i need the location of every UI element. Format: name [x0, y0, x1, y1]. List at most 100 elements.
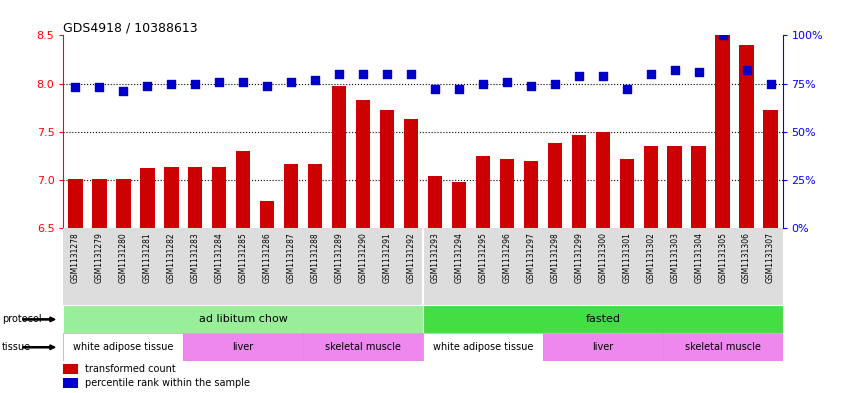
Bar: [667, 146, 682, 228]
Bar: [423, 333, 543, 361]
Text: GSM1131291: GSM1131291: [382, 232, 392, 283]
Point: [404, 71, 418, 77]
Bar: [691, 146, 706, 228]
Text: GSM1131289: GSM1131289: [335, 232, 343, 283]
Bar: [164, 167, 179, 228]
Text: GSM1131290: GSM1131290: [359, 232, 367, 283]
Bar: [308, 163, 322, 228]
Point: [716, 32, 729, 39]
Bar: [188, 167, 202, 228]
Bar: [452, 182, 466, 228]
Text: GSM1131303: GSM1131303: [670, 232, 679, 283]
Text: GSM1131278: GSM1131278: [71, 232, 80, 283]
Point: [548, 81, 562, 87]
Point: [69, 84, 82, 91]
Point: [92, 84, 106, 91]
Bar: [303, 333, 423, 361]
Point: [308, 77, 321, 83]
Bar: [332, 86, 346, 228]
Text: GSM1131307: GSM1131307: [766, 232, 775, 283]
Text: GSM1131284: GSM1131284: [215, 232, 223, 283]
Text: GSM1131283: GSM1131283: [191, 232, 200, 283]
Text: protocol: protocol: [2, 314, 41, 324]
Text: GSM1131293: GSM1131293: [431, 232, 439, 283]
Text: GSM1131298: GSM1131298: [551, 232, 559, 283]
Bar: [763, 110, 777, 228]
Bar: [619, 159, 634, 228]
Bar: [63, 378, 78, 387]
Text: GSM1131292: GSM1131292: [407, 232, 415, 283]
Bar: [475, 156, 490, 228]
Bar: [140, 169, 155, 228]
Point: [644, 71, 657, 77]
Bar: [116, 179, 130, 228]
Point: [525, 83, 538, 89]
Point: [332, 71, 346, 77]
Text: GSM1131286: GSM1131286: [263, 232, 272, 283]
Point: [500, 79, 514, 85]
Point: [236, 79, 250, 85]
Text: GSM1131287: GSM1131287: [287, 232, 295, 283]
Bar: [739, 45, 754, 228]
Point: [476, 81, 490, 87]
Text: GSM1131304: GSM1131304: [695, 232, 703, 283]
Text: liver: liver: [233, 342, 254, 352]
Bar: [380, 110, 394, 228]
Bar: [92, 179, 107, 228]
Point: [117, 88, 130, 94]
Text: skeletal muscle: skeletal muscle: [325, 342, 401, 352]
Point: [668, 67, 682, 73]
Bar: [596, 132, 610, 228]
Bar: [284, 163, 299, 228]
Point: [212, 79, 226, 85]
Text: GSM1131299: GSM1131299: [574, 232, 583, 283]
Bar: [63, 305, 423, 333]
Text: GSM1131281: GSM1131281: [143, 232, 151, 283]
Text: percentile rank within the sample: percentile rank within the sample: [85, 378, 250, 388]
Text: GSM1131300: GSM1131300: [598, 232, 607, 283]
Point: [596, 73, 609, 79]
Bar: [212, 167, 227, 228]
Text: GSM1131302: GSM1131302: [646, 232, 655, 283]
Text: skeletal muscle: skeletal muscle: [684, 342, 761, 352]
Text: white adipose tissue: white adipose tissue: [74, 342, 173, 352]
Point: [740, 67, 754, 73]
Text: GSM1131301: GSM1131301: [623, 232, 631, 283]
Bar: [423, 305, 783, 333]
Text: GSM1131297: GSM1131297: [526, 232, 536, 283]
Bar: [716, 35, 730, 228]
Point: [452, 86, 465, 92]
Text: liver: liver: [592, 342, 613, 352]
Bar: [260, 201, 274, 228]
Bar: [644, 146, 658, 228]
Bar: [69, 179, 83, 228]
Text: GSM1131285: GSM1131285: [239, 232, 248, 283]
Bar: [404, 119, 418, 228]
Point: [140, 83, 154, 89]
Text: GSM1131306: GSM1131306: [742, 232, 751, 283]
Bar: [500, 159, 514, 228]
Point: [261, 83, 274, 89]
Text: GSM1131295: GSM1131295: [479, 232, 487, 283]
Bar: [184, 333, 303, 361]
Bar: [547, 143, 562, 228]
Point: [164, 81, 178, 87]
Text: GSM1131296: GSM1131296: [503, 232, 511, 283]
Point: [189, 81, 202, 87]
Point: [284, 79, 298, 85]
Bar: [572, 135, 586, 228]
Point: [572, 73, 585, 79]
Bar: [236, 151, 250, 228]
Point: [356, 71, 370, 77]
Bar: [63, 364, 78, 374]
Point: [764, 81, 777, 87]
Text: fasted: fasted: [585, 314, 620, 324]
Text: GDS4918 / 10388613: GDS4918 / 10388613: [63, 21, 198, 34]
Bar: [524, 161, 538, 228]
Bar: [662, 333, 783, 361]
Text: ad libitum chow: ad libitum chow: [199, 314, 288, 324]
Text: GSM1131279: GSM1131279: [95, 232, 104, 283]
Text: GSM1131305: GSM1131305: [718, 232, 727, 283]
Bar: [63, 333, 184, 361]
Point: [692, 69, 706, 75]
